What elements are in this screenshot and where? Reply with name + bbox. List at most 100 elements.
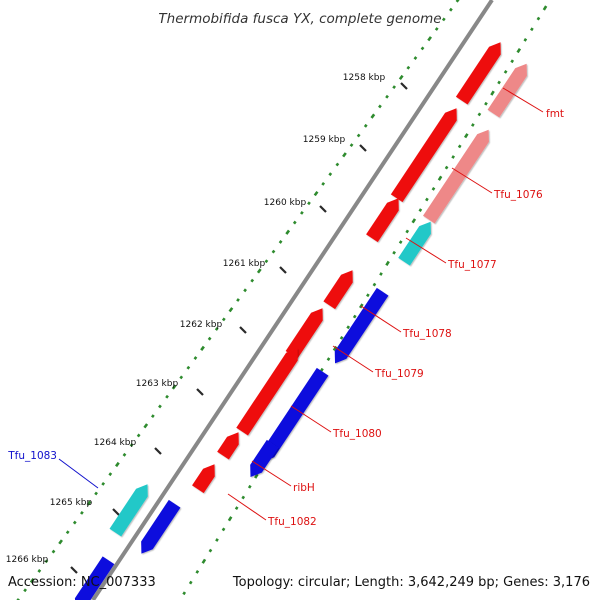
gc-dot [86,500,92,506]
gene-arrow-forward [192,464,215,494]
gc-dot [339,335,344,340]
gc-dot [207,336,212,341]
gc-dot [335,162,340,167]
gene-arrow-reverse [334,287,389,364]
gc-dot [247,484,252,489]
gc-dot [158,404,162,409]
gc-dot [457,144,462,149]
leader-line [251,460,292,487]
gc-dot [523,38,528,42]
gc-dot [215,538,219,542]
gc-dot [356,133,361,138]
gene-label: Tfu_1079 [374,368,424,380]
gc-dot [379,272,383,276]
gc-dot [150,414,155,419]
kbp-label: 1258 kbp [343,73,386,83]
gc-dot [363,123,368,128]
gc-dot [366,293,370,298]
gc-dot [221,317,226,322]
gc-dot [80,510,84,515]
gc-dot [321,181,326,186]
kbp-tick [154,447,162,455]
gene-label: Tfu_1083 [7,450,57,462]
gc-dot [437,175,443,181]
gene-arrow-forward [285,308,323,359]
gc-dot [497,80,501,85]
genome-backbone [91,0,494,600]
gene-arrow-reverse [141,499,181,554]
gc-dot [101,481,106,486]
gc-dot [542,5,548,11]
gc-dot [228,307,234,313]
kbp-label: 1264 kbp [94,438,137,448]
gene-arrow-reverse [74,556,115,600]
kbp-label: 1263 kbp [136,379,179,389]
gc-dot [346,325,351,330]
gene-arrow-forward-light [423,129,489,224]
gene-label: fmt [546,108,564,120]
gc-dot [264,259,269,264]
gc-dot [94,491,98,496]
gc-dot [420,46,425,51]
gene-arrow-forward [366,198,399,243]
gc-dot [65,530,70,535]
gc-dot [234,506,239,510]
gc-dot [449,7,453,12]
kbp-label: 1260 kbp [264,198,307,208]
gene-arrow-reverse [262,367,329,462]
kbp-tick [319,205,327,213]
gene-arrow-forward [390,108,457,203]
kbp-label: 1261 kbp [223,259,266,269]
gc-dot [300,210,304,215]
genome-summary-text: Topology: circular; Length: 3,642,249 bp… [232,575,590,590]
leader-line [360,305,402,333]
label-leader-lines [58,87,544,521]
gc-dot [484,101,488,106]
gene-arrow-forward [455,42,501,105]
gc-dot [171,384,177,390]
gc-dot [37,569,42,573]
position-ticks [70,82,408,574]
gc-dot [477,112,482,117]
gc-dot [441,17,446,22]
gc-dot [455,0,460,3]
gc-dot [530,27,534,32]
gc-dot [332,345,338,352]
gc-dot [129,443,134,448]
gene-arrow-reverse [250,439,279,478]
gc-dot [370,113,376,119]
gc-dot [114,461,120,468]
gc-dot [503,69,508,74]
gene-label: Tfu_1080 [332,428,382,440]
gc-dot [392,85,397,89]
kbp-tick [112,508,120,516]
gc-dot [536,16,541,21]
gc-dot [328,172,333,177]
gc-dot [182,591,187,596]
gene-label: ribH [293,482,315,494]
gc-dot [378,104,382,109]
kbp-tick [279,266,287,274]
gc-dot [411,218,417,224]
leader-line [405,237,447,264]
gene-arrow-rna [109,484,148,537]
gc-dot [214,327,219,331]
gc-dot [307,201,311,206]
gc-dot [51,549,56,554]
gc-dot [271,249,276,254]
kbp-labels: 1258 kbp 1259 kbp 1260 kbp 1261 kbp 1262 kbp… [6,73,386,565]
gc-dot [320,367,324,372]
gc-dot [451,155,455,159]
gc-dot [292,220,297,225]
gc-dot [193,356,198,360]
gc-dot [406,65,411,70]
gc-dot [72,520,77,525]
kbp-label: 1259 kbp [303,135,346,145]
gene-arrow-forward [236,348,298,436]
gc-dot [29,578,35,584]
leader-line [502,87,544,113]
gc-dot [313,190,319,197]
gc-dot [122,452,127,457]
gc-dot [108,472,113,477]
gc-dot [510,59,515,64]
